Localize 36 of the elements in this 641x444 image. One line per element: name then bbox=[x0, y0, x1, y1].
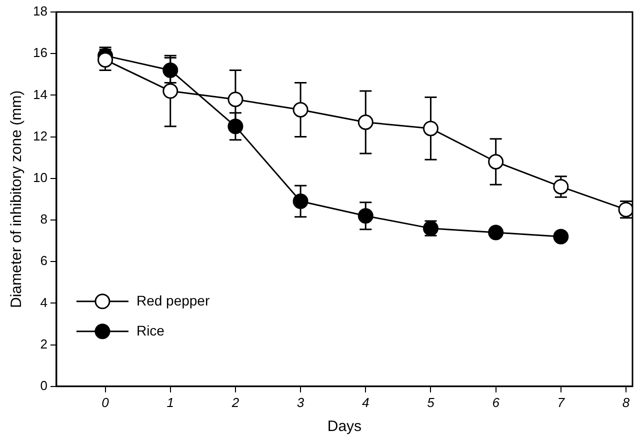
y-tick-label: 12 bbox=[32, 128, 48, 144]
y-tick-label: 2 bbox=[40, 336, 48, 352]
x-tick-label: 4 bbox=[362, 394, 370, 410]
y-tick-label: 8 bbox=[40, 212, 48, 227]
point bbox=[162, 62, 178, 78]
x-tick-label: 1 bbox=[166, 394, 174, 410]
x-axis-title: Days bbox=[327, 418, 362, 436]
point bbox=[228, 92, 244, 108]
point bbox=[488, 154, 504, 170]
x-tick-label: 3 bbox=[296, 394, 305, 410]
y-tick-label: 10 bbox=[32, 170, 48, 185]
x-tick-label: 7 bbox=[557, 394, 566, 410]
x-tick-label: 2 bbox=[230, 394, 240, 410]
x-tick-label: 0 bbox=[102, 394, 110, 410]
point bbox=[358, 114, 374, 130]
y-axis-title: Diameter of inhibitory zone (mm) bbox=[8, 90, 26, 308]
y-tick-label: 6 bbox=[40, 253, 48, 268]
x-tick-label: 5 bbox=[427, 394, 436, 410]
y-tick-label: 14 bbox=[32, 86, 48, 102]
point bbox=[488, 224, 504, 240]
point bbox=[228, 118, 244, 134]
point bbox=[292, 194, 308, 210]
point bbox=[292, 102, 308, 118]
point bbox=[162, 83, 178, 99]
x-tick-label: 6 bbox=[492, 394, 500, 410]
point bbox=[553, 178, 569, 194]
y-tick-label: 16 bbox=[32, 45, 48, 60]
y-tick-label: 18 bbox=[32, 4, 48, 19]
point bbox=[358, 208, 374, 224]
y-tick-label: 4 bbox=[40, 294, 48, 310]
legend-label: Red pepper bbox=[136, 292, 210, 308]
point bbox=[422, 120, 438, 136]
x-tick-label: 8 bbox=[622, 394, 630, 410]
y-tick-label: 0 bbox=[40, 378, 48, 393]
legend-label: Rice bbox=[136, 322, 165, 338]
point bbox=[553, 228, 569, 244]
